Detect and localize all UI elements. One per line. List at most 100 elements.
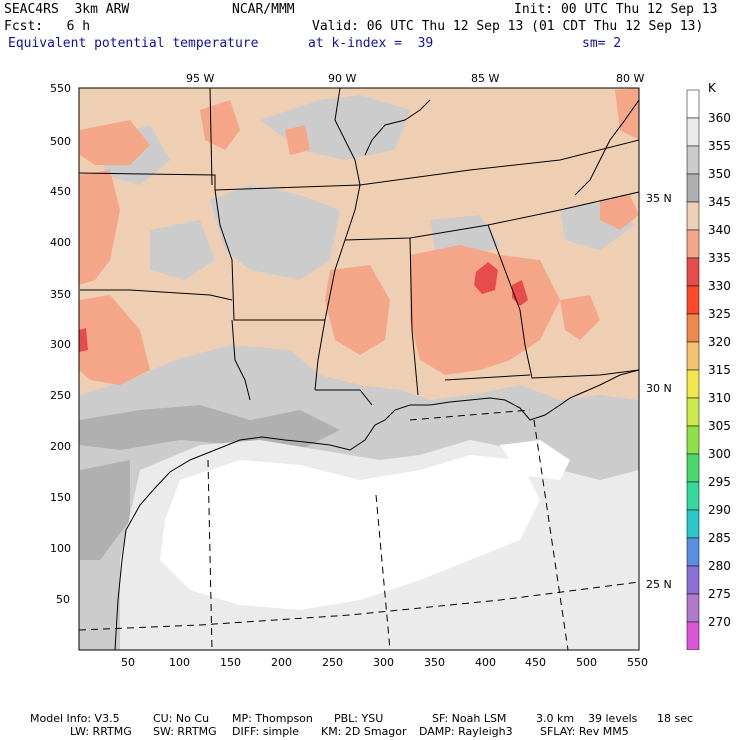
color-legend: K 360 355 350 345 340 335 330 325 320 315 310 305 300… bbox=[686, 81, 731, 650]
y-tick-label: 300 bbox=[50, 338, 71, 351]
legend-swatch bbox=[686, 509, 700, 539]
legend-level-label: 295 bbox=[708, 475, 731, 489]
level-info: at k-index = 39 bbox=[308, 36, 434, 51]
legend-swatch bbox=[686, 341, 700, 371]
salmon-region bbox=[560, 295, 600, 340]
y-tick-label: 100 bbox=[50, 542, 71, 555]
coastline bbox=[114, 369, 639, 650]
legend-swatch bbox=[686, 621, 700, 650]
forecast-hour: Fcst: 6 h bbox=[4, 19, 91, 34]
x-tick-label: 500 bbox=[576, 656, 597, 669]
salmon-region bbox=[410, 245, 560, 375]
legend-level-label: 345 bbox=[708, 195, 731, 209]
field-name: Equivalent potential temperature bbox=[8, 36, 259, 51]
x-tick-label: 150 bbox=[220, 656, 241, 669]
plot-frame bbox=[78, 87, 640, 651]
legend-level-label: 285 bbox=[708, 531, 731, 545]
legend-swatch bbox=[686, 537, 700, 567]
footer-shortwave: SW: RRTMG bbox=[153, 725, 217, 738]
legend-swatch bbox=[686, 481, 700, 511]
state-borders bbox=[79, 88, 639, 406]
lat-label: 25 N bbox=[646, 578, 672, 591]
red-core bbox=[79, 328, 88, 352]
footer-model-version: Model Info: V3.5 bbox=[30, 712, 120, 725]
legend-level-label: 290 bbox=[708, 503, 731, 517]
footer-surface: SF: Noah LSM bbox=[432, 712, 507, 725]
legend-swatch bbox=[686, 89, 700, 119]
lon-label: 85 W bbox=[471, 72, 500, 85]
gulf-white bbox=[500, 440, 570, 480]
model-title: SEAC4RS 3km ARW bbox=[4, 2, 130, 17]
y-tick-label: 50 bbox=[56, 593, 70, 606]
salmon-region bbox=[615, 88, 639, 140]
x-tick-label: 50 bbox=[121, 656, 135, 669]
legend-swatch bbox=[686, 565, 700, 595]
footer-cumulus: CU: No Cu bbox=[153, 712, 210, 725]
red-core bbox=[474, 262, 498, 294]
footer-km: KM: 2D Smagor bbox=[321, 725, 407, 738]
legend-level-label: 270 bbox=[708, 615, 731, 629]
x-tick-label: 550 bbox=[627, 656, 648, 669]
lat-label: 35 N bbox=[646, 192, 672, 205]
legend-level-label: 305 bbox=[708, 419, 731, 433]
legend-swatch bbox=[686, 229, 700, 259]
salmon-region bbox=[80, 120, 150, 165]
legend-swatch bbox=[686, 397, 700, 427]
legend-level-label: 330 bbox=[708, 279, 731, 293]
legend-swatch bbox=[686, 201, 700, 231]
legend-level-label: 325 bbox=[708, 307, 731, 321]
y-tick-label: 350 bbox=[50, 288, 71, 301]
legend-swatch bbox=[686, 369, 700, 399]
salmon-region bbox=[325, 265, 390, 355]
gray-region-dark bbox=[80, 460, 130, 560]
salmon-region bbox=[200, 100, 240, 150]
legend-level-label: 350 bbox=[708, 167, 731, 181]
smoothing-info: sm= 2 bbox=[582, 36, 622, 51]
legend-level-label: 335 bbox=[708, 251, 731, 265]
footer-damping: DAMP: Rayleigh3 bbox=[419, 725, 513, 738]
footer-pbl: PBL: YSU bbox=[334, 712, 384, 725]
x-tick-label: 250 bbox=[322, 656, 343, 669]
y-tick-label: 450 bbox=[50, 185, 71, 198]
x-tick-label: 400 bbox=[475, 656, 496, 669]
salmon-region bbox=[79, 170, 120, 285]
lat-lon-grid bbox=[79, 409, 639, 650]
legend-level-label: 360 bbox=[708, 111, 731, 125]
footer-longwave: LW: RRTMG bbox=[70, 725, 132, 738]
legend-unit: K bbox=[708, 81, 717, 95]
legend-swatch bbox=[686, 453, 700, 483]
legend-swatch bbox=[686, 117, 700, 147]
footer-sfclay: SFLAY: Rev MM5 bbox=[540, 725, 629, 738]
x-tick-label: 450 bbox=[525, 656, 546, 669]
legend-level-label: 300 bbox=[708, 447, 731, 461]
legend-swatch bbox=[686, 285, 700, 315]
y-tick-label: 550 bbox=[50, 82, 71, 95]
x-tick-label: 200 bbox=[271, 656, 292, 669]
legend-swatch bbox=[686, 313, 700, 343]
legend-level-label: 310 bbox=[708, 391, 731, 405]
legend-level-label: 340 bbox=[708, 223, 731, 237]
legend-level-label: 320 bbox=[708, 335, 731, 349]
y-tick-label: 400 bbox=[50, 236, 71, 249]
y-tick-label: 200 bbox=[50, 440, 71, 453]
x-tick-label: 350 bbox=[424, 656, 445, 669]
valid-time: Valid: 06 UTC Thu 12 Sep 13 (01 CDT Thu … bbox=[312, 19, 704, 34]
init-time: Init: 00 UTC Thu 12 Sep 13 bbox=[514, 2, 718, 17]
legend-swatch bbox=[686, 425, 700, 455]
footer-microphysics: MP: Thompson bbox=[232, 712, 313, 725]
legend-swatch bbox=[686, 593, 700, 623]
lon-label: 95 W bbox=[186, 72, 215, 85]
footer-timestep: 18 sec bbox=[657, 712, 694, 725]
gray-region bbox=[150, 220, 215, 280]
legend-level-label: 280 bbox=[708, 559, 731, 573]
lon-label: 80 W bbox=[616, 72, 645, 85]
x-tick-label: 300 bbox=[373, 656, 394, 669]
legend-level-label: 315 bbox=[708, 363, 731, 377]
gray-region bbox=[210, 185, 340, 280]
legend-swatch bbox=[686, 145, 700, 175]
y-tick-label: 150 bbox=[50, 491, 71, 504]
salmon-region bbox=[79, 295, 150, 385]
footer-resolution: 3.0 km bbox=[536, 712, 575, 725]
lon-label: 90 W bbox=[328, 72, 357, 85]
